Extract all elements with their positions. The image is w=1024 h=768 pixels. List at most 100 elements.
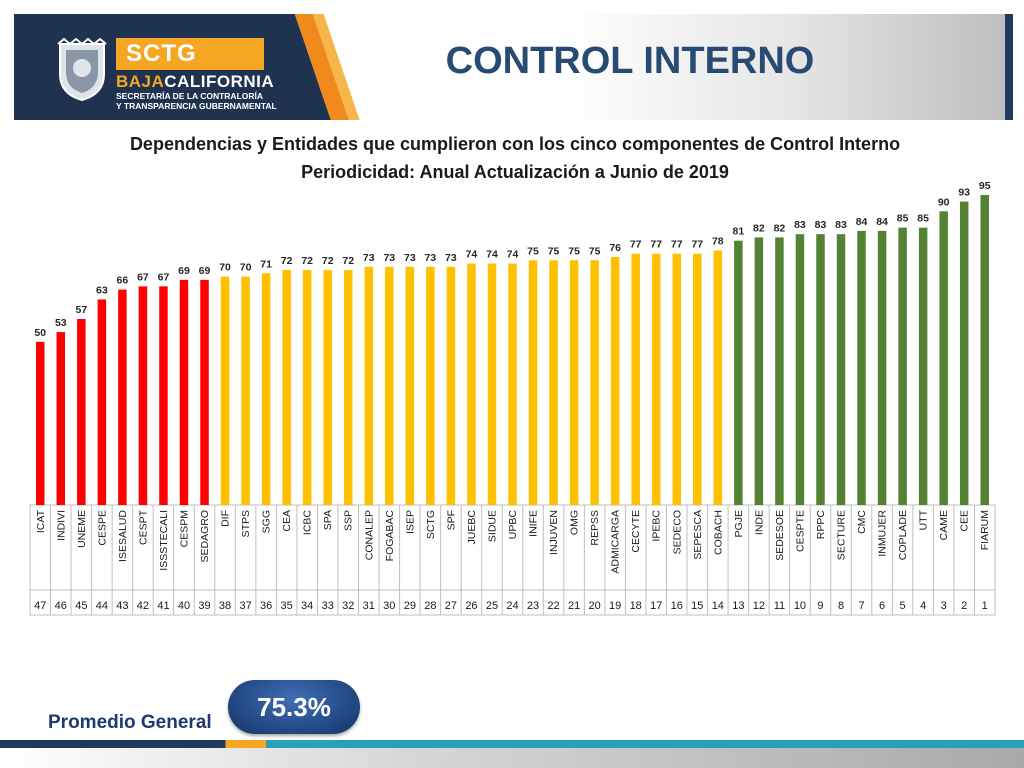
x-tick-label: SPA bbox=[322, 510, 334, 530]
data-label: 75 bbox=[589, 245, 601, 257]
bar bbox=[302, 270, 312, 505]
rank-label: 2 bbox=[961, 600, 967, 612]
x-tick-label: SECTURE bbox=[836, 510, 848, 560]
x-tick-label: INJUVEN bbox=[548, 510, 560, 555]
rank-label: 34 bbox=[301, 600, 313, 612]
bar bbox=[816, 234, 825, 505]
rank-label: 42 bbox=[137, 600, 149, 612]
bar bbox=[754, 237, 764, 506]
x-tick-label: SEDAGRO bbox=[199, 510, 211, 563]
x-tick-label: CMC bbox=[856, 510, 868, 534]
data-label: 74 bbox=[486, 249, 498, 261]
data-label: 53 bbox=[55, 317, 67, 329]
bar bbox=[56, 332, 66, 505]
rank-label: 14 bbox=[712, 600, 724, 612]
x-tick-label: STPS bbox=[240, 510, 252, 537]
x-tick-label: SGG bbox=[261, 510, 273, 533]
data-label: 73 bbox=[383, 252, 395, 264]
rank-label: 30 bbox=[383, 600, 395, 612]
bar bbox=[898, 227, 907, 505]
bar bbox=[775, 237, 784, 506]
data-label: 85 bbox=[917, 213, 929, 225]
data-label: 84 bbox=[876, 216, 888, 228]
rank-label: 38 bbox=[219, 600, 231, 612]
rank-label: 7 bbox=[858, 600, 864, 612]
x-tick-label: COBACH bbox=[712, 510, 724, 555]
data-label: 74 bbox=[507, 249, 519, 261]
logo-word-california: CALIFORNIA bbox=[164, 72, 275, 91]
data-label: 66 bbox=[117, 275, 129, 287]
rank-label: 35 bbox=[281, 600, 293, 612]
data-label: 75 bbox=[548, 245, 560, 257]
rank-label: 27 bbox=[445, 600, 457, 612]
rank-label: 46 bbox=[55, 600, 67, 612]
x-tick-label: FOGABAC bbox=[384, 510, 396, 562]
rank-label: 21 bbox=[568, 600, 580, 612]
rank-label: 25 bbox=[486, 600, 498, 612]
x-tick-label: DIF bbox=[220, 510, 232, 527]
bar bbox=[693, 253, 702, 505]
bar bbox=[343, 270, 353, 505]
x-tick-label: JUEBC bbox=[466, 510, 478, 545]
data-label: 73 bbox=[425, 252, 437, 264]
logo-wordmark: BAJACALIFORNIA bbox=[116, 72, 274, 92]
bar bbox=[385, 266, 394, 505]
data-label: 76 bbox=[609, 242, 621, 254]
x-tick-label: SIDUE bbox=[486, 510, 498, 542]
bar bbox=[836, 234, 846, 505]
x-tick-label: CEE bbox=[959, 510, 971, 532]
data-label: 83 bbox=[794, 219, 806, 231]
chart-title: Dependencias y Entidades que cumplieron … bbox=[129, 134, 901, 154]
data-label: 81 bbox=[733, 226, 745, 238]
bar bbox=[508, 263, 517, 505]
rank-label: 13 bbox=[732, 600, 744, 612]
x-tick-label: ISSSTECALI bbox=[158, 510, 170, 571]
data-label: 77 bbox=[671, 239, 683, 251]
rank-label: 20 bbox=[589, 600, 601, 612]
bar bbox=[261, 273, 271, 505]
x-tick-label: ADMICARGA bbox=[610, 510, 622, 574]
x-tick-label: INIFE bbox=[528, 510, 540, 537]
bar bbox=[569, 260, 579, 505]
rank-label: 36 bbox=[260, 600, 272, 612]
rank-label: 3 bbox=[941, 600, 947, 612]
rank-label: 17 bbox=[650, 600, 662, 612]
data-label: 93 bbox=[958, 187, 970, 199]
rank-label: 18 bbox=[630, 600, 642, 612]
bar bbox=[528, 260, 538, 505]
bar bbox=[138, 286, 148, 505]
bar bbox=[467, 263, 476, 505]
x-tick-label: SSP bbox=[343, 510, 355, 531]
rank-label: 33 bbox=[322, 600, 334, 612]
rank-label: 5 bbox=[900, 600, 906, 612]
x-tick-label: CONALEP bbox=[363, 510, 375, 560]
page-title: CONTROL INTERNO bbox=[445, 40, 815, 82]
rank-label: 15 bbox=[691, 600, 703, 612]
rank-label: 43 bbox=[116, 600, 128, 612]
rank-label: 1 bbox=[982, 600, 988, 612]
rank-label: 28 bbox=[424, 600, 436, 612]
logo-panel: SCTG BAJACALIFORNIA SECRETARÍA DE LA CON… bbox=[14, 14, 374, 120]
data-label: 50 bbox=[34, 327, 46, 339]
rank-label: 37 bbox=[239, 600, 251, 612]
x-tick-label: CECYTE bbox=[630, 510, 642, 553]
rank-label: 9 bbox=[817, 600, 823, 612]
bar bbox=[939, 211, 948, 505]
data-label: 70 bbox=[240, 262, 252, 274]
rank-label: 24 bbox=[506, 600, 518, 612]
data-label: 84 bbox=[856, 216, 868, 228]
data-label: 77 bbox=[630, 239, 642, 251]
bar bbox=[918, 227, 928, 505]
x-tick-label: REPSS bbox=[589, 510, 601, 546]
bar bbox=[487, 263, 497, 505]
data-label: 72 bbox=[342, 255, 354, 267]
rank-label: 10 bbox=[794, 600, 806, 612]
x-tick-label: UPBC bbox=[507, 510, 519, 540]
x-tick-label: SEDESOE bbox=[774, 510, 786, 561]
chart-subtitle: Periodicidad: Anual Actualización a Juni… bbox=[301, 162, 729, 182]
data-label: 90 bbox=[938, 196, 950, 208]
x-tick-label: OMG bbox=[569, 510, 581, 535]
rank-label: 8 bbox=[838, 600, 844, 612]
data-label: 77 bbox=[691, 239, 703, 251]
data-label: 69 bbox=[199, 265, 211, 277]
